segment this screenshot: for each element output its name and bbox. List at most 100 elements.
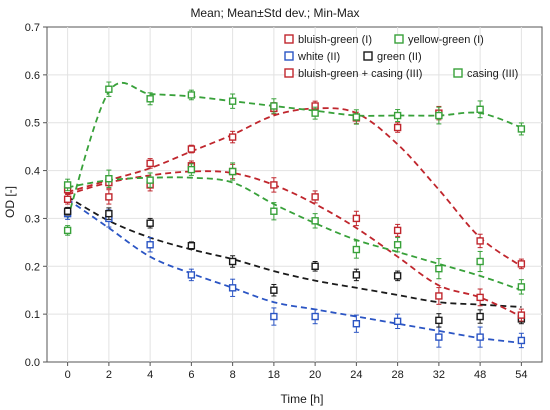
data-point bbox=[105, 193, 113, 201]
x-tick-label: 28 bbox=[392, 369, 404, 381]
y-tick-label: 0.0 bbox=[25, 357, 40, 369]
fit-curve bbox=[67, 198, 522, 344]
data-point bbox=[352, 245, 361, 254]
data-point bbox=[435, 111, 443, 120]
data-point bbox=[270, 286, 278, 294]
data-point bbox=[352, 271, 361, 279]
legend-swatch bbox=[363, 51, 373, 61]
data-point bbox=[476, 237, 484, 245]
x-tick-label: 24 bbox=[350, 369, 362, 381]
data-point bbox=[63, 195, 72, 203]
legend-label: green (II) bbox=[377, 51, 422, 63]
legend-label: yellow-green (I) bbox=[408, 34, 484, 46]
y-tick-label: 0.7 bbox=[25, 22, 40, 34]
data-point bbox=[393, 317, 402, 326]
y-tick-label: 0.4 bbox=[25, 166, 40, 178]
chart-title: Mean; Mean±Std dev.; Min-Max bbox=[190, 6, 359, 20]
data-point bbox=[146, 176, 154, 184]
y-tick-label: 0.6 bbox=[25, 70, 40, 82]
data-point bbox=[146, 159, 154, 168]
data-point bbox=[393, 111, 402, 120]
data-point bbox=[187, 271, 196, 279]
legend-swatch bbox=[284, 68, 294, 78]
x-tick-label: 20 bbox=[309, 369, 321, 381]
x-tick-label: 8 bbox=[230, 369, 236, 381]
data-point bbox=[63, 207, 72, 215]
data-point bbox=[435, 316, 443, 325]
legend-swatch bbox=[284, 34, 294, 44]
data-point bbox=[187, 145, 196, 153]
legend-swatch bbox=[453, 68, 463, 78]
data-point bbox=[63, 226, 72, 235]
data-point bbox=[435, 264, 443, 273]
data-point bbox=[476, 312, 484, 321]
fit-curve bbox=[67, 176, 522, 292]
data-point bbox=[311, 217, 319, 225]
data-point bbox=[228, 133, 237, 141]
data-point bbox=[393, 272, 402, 280]
x-tick-label: 48 bbox=[474, 369, 486, 381]
data-point bbox=[270, 207, 278, 215]
legend-label: bluish-green (I) bbox=[298, 34, 372, 46]
x-tick-label: 54 bbox=[515, 369, 527, 381]
data-point bbox=[476, 257, 484, 266]
x-tick-label: 4 bbox=[147, 369, 153, 381]
data-point bbox=[228, 97, 237, 105]
data-point bbox=[311, 262, 319, 270]
data-point bbox=[105, 209, 113, 218]
data-point bbox=[270, 102, 278, 110]
legend-swatch bbox=[394, 34, 404, 44]
y-tick-label: 0.2 bbox=[25, 261, 40, 273]
data-point bbox=[270, 312, 278, 321]
x-tick-label: 18 bbox=[268, 369, 280, 381]
x-tick-label: 32 bbox=[433, 369, 445, 381]
y-tick-label: 0.5 bbox=[25, 118, 40, 130]
data-point bbox=[476, 105, 484, 114]
data-point bbox=[146, 95, 154, 103]
x-tick-label: 0 bbox=[65, 369, 71, 381]
data-point bbox=[228, 167, 237, 176]
fit-curve bbox=[67, 196, 522, 308]
data-point bbox=[517, 311, 526, 319]
data-point bbox=[435, 292, 443, 300]
y-tick-label: 0.3 bbox=[25, 213, 40, 225]
data-points bbox=[63, 81, 526, 349]
data-point bbox=[105, 85, 113, 93]
x-axis-label: Time [h] bbox=[281, 392, 324, 406]
fit-curves bbox=[66, 81, 522, 344]
legend-swatch bbox=[284, 51, 294, 61]
data-point bbox=[187, 91, 196, 99]
data-point bbox=[393, 123, 402, 132]
y-tick-label: 0.1 bbox=[25, 309, 40, 321]
data-point bbox=[476, 293, 484, 302]
data-point bbox=[311, 312, 319, 321]
data-point bbox=[517, 125, 526, 133]
data-point bbox=[228, 284, 237, 292]
x-tick-label: 2 bbox=[106, 369, 112, 381]
data-point bbox=[187, 242, 196, 250]
data-point bbox=[517, 283, 526, 291]
data-point bbox=[63, 181, 72, 189]
legend-label: casing (III) bbox=[467, 68, 518, 80]
data-point bbox=[146, 241, 154, 249]
legend-label: bluish-green + casing (III) bbox=[298, 68, 422, 80]
fit-curve bbox=[67, 170, 522, 318]
data-point bbox=[352, 320, 361, 328]
data-point bbox=[517, 336, 526, 345]
data-point bbox=[228, 257, 237, 266]
data-point bbox=[352, 113, 361, 121]
data-point bbox=[146, 219, 154, 227]
data-point bbox=[517, 260, 526, 268]
data-point bbox=[393, 226, 402, 235]
legend: bluish-green (I) yellow-green (I) white (I… bbox=[284, 34, 518, 80]
data-point bbox=[352, 214, 361, 223]
x-tick-label: 6 bbox=[188, 369, 194, 381]
fit-curve bbox=[67, 107, 522, 268]
data-point bbox=[435, 333, 443, 341]
legend-label: white (II) bbox=[297, 51, 340, 63]
data-point bbox=[270, 181, 278, 189]
y-axis-label: OD [-] bbox=[3, 186, 17, 218]
data-point bbox=[311, 193, 319, 201]
data-point bbox=[187, 165, 196, 174]
axes: 0.00.10.20.30.40.50.60.70 2 4 6 8 18 20 24 28 32 4… bbox=[25, 22, 528, 381]
